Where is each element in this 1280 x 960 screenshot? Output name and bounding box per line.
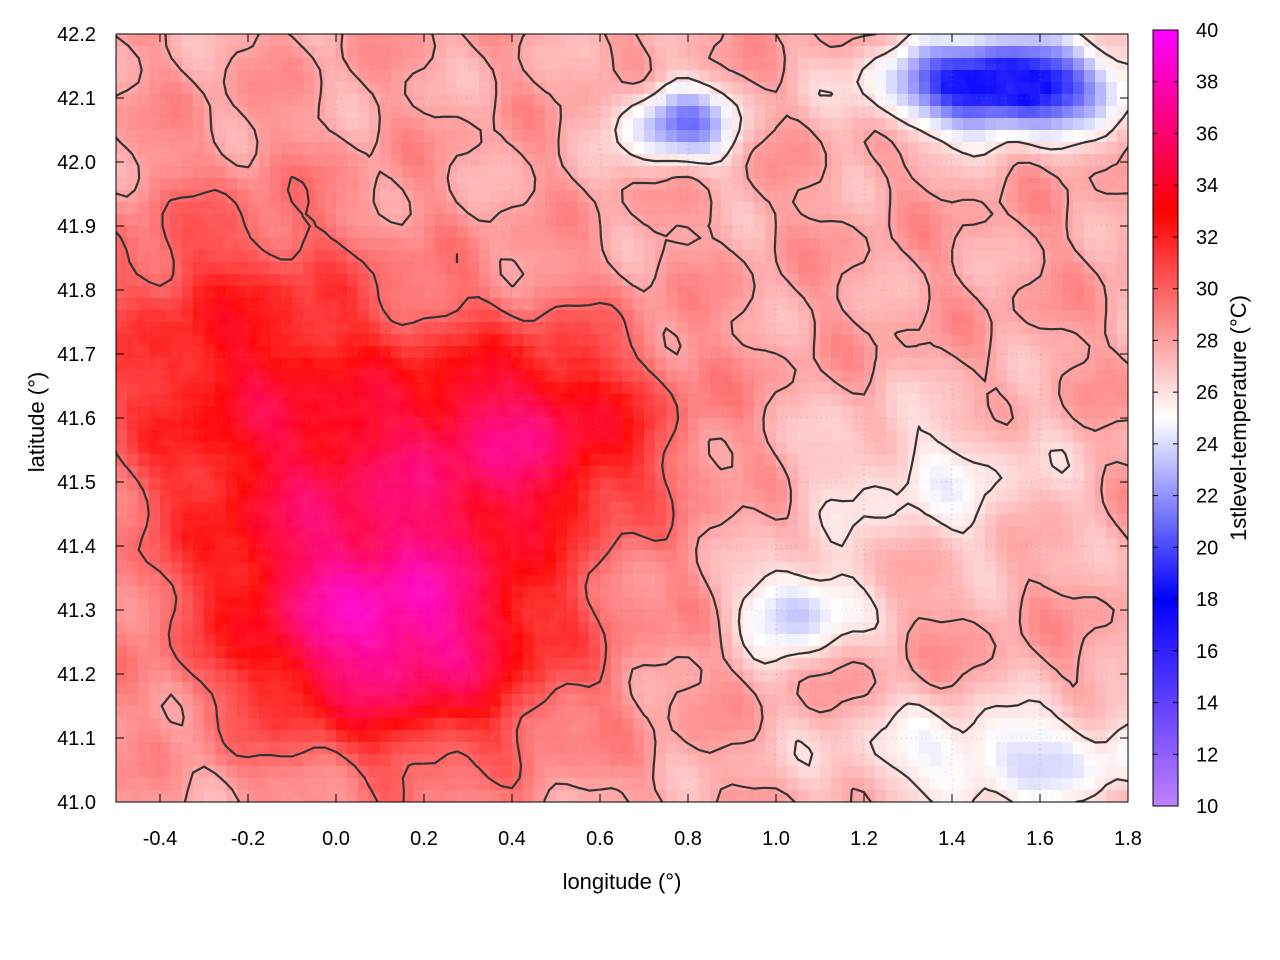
heatmap-chart: -0.4 -0.2 0.0 0.2 0.4 0.6 0.8 1.0 1.2 1.4 1.6 1.8 4… [24,20,1251,894]
